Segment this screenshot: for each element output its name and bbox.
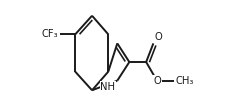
Text: O: O [153,76,161,86]
Text: CH₃: CH₃ [176,76,194,86]
Text: O: O [155,32,162,42]
Text: CF₃: CF₃ [41,29,58,39]
Text: NH: NH [100,82,115,92]
